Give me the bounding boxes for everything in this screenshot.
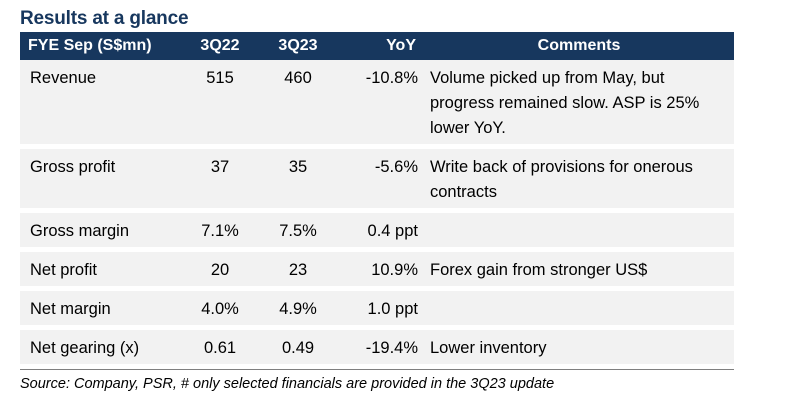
cell-3q23: 23 (262, 252, 334, 286)
cell-yoy: -5.6% (334, 149, 424, 208)
cell-3q23: 460 (262, 60, 334, 144)
cell-comments (424, 213, 734, 247)
row-label: Net profit (20, 252, 178, 286)
header-3q22: 3Q22 (178, 32, 262, 60)
cell-comments: Forex gain from stronger US$ (424, 252, 734, 286)
cell-comments (424, 291, 734, 325)
header-yoy: YoY (334, 32, 424, 60)
cell-comments: Lower inventory (424, 330, 734, 364)
table-row: Net profit 20 23 10.9% Forex gain from s… (20, 252, 734, 286)
cell-3q23: 4.9% (262, 291, 334, 325)
header-3q23: 3Q23 (262, 32, 334, 60)
row-label: Net gearing (x) (20, 330, 178, 364)
table-row: Gross profit 37 35 -5.6% Write back of p… (20, 149, 734, 208)
cell-comments: Write back of provisions for onerous con… (424, 149, 734, 208)
cell-3q23: 7.5% (262, 213, 334, 247)
cell-yoy: -10.8% (334, 60, 424, 144)
table-header-row: FYE Sep (S$mn) 3Q22 3Q23 YoY Comments (20, 32, 734, 60)
source-note: Source: Company, PSR, # only selected fi… (20, 376, 555, 392)
row-label: Gross profit (20, 149, 178, 208)
row-label: Revenue (20, 60, 178, 144)
header-label: FYE Sep (S$mn) (20, 32, 178, 60)
table-row: Revenue 515 460 -10.8% Volume picked up … (20, 60, 734, 144)
page-title: Results at a glance (20, 8, 189, 29)
divider (20, 369, 734, 370)
cell-3q22: 4.0% (178, 291, 262, 325)
cell-3q22: 37 (178, 149, 262, 208)
row-label: Net margin (20, 291, 178, 325)
cell-3q23: 0.49 (262, 330, 334, 364)
cell-3q22: 515 (178, 60, 262, 144)
cell-comments: Volume picked up from May, but progress … (424, 60, 734, 144)
cell-yoy: -19.4% (334, 330, 424, 364)
cell-3q22: 0.61 (178, 330, 262, 364)
cell-yoy: 1.0 ppt (334, 291, 424, 325)
header-comments: Comments (424, 32, 734, 60)
cell-3q22: 7.1% (178, 213, 262, 247)
row-label: Gross margin (20, 213, 178, 247)
cell-yoy: 10.9% (334, 252, 424, 286)
table-row: Gross margin 7.1% 7.5% 0.4 ppt (20, 213, 734, 247)
results-table: FYE Sep (S$mn) 3Q22 3Q23 YoY Comments Re… (20, 32, 734, 364)
cell-3q23: 35 (262, 149, 334, 208)
cell-yoy: 0.4 ppt (334, 213, 424, 247)
cell-3q22: 20 (178, 252, 262, 286)
table-row: Net gearing (x) 0.61 0.49 -19.4% Lower i… (20, 330, 734, 364)
table-row: Net margin 4.0% 4.9% 1.0 ppt (20, 291, 734, 325)
